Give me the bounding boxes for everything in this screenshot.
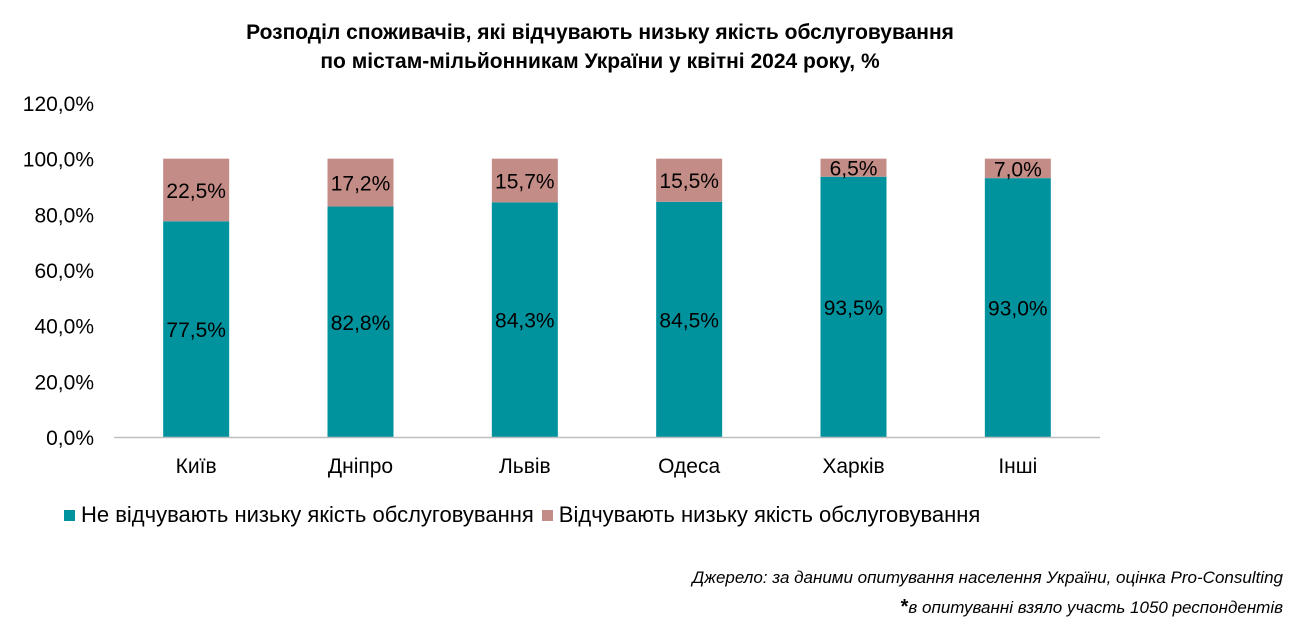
data-label-feel: 15,7% [495,171,555,194]
data-label-not-feel: 82,8% [331,312,391,335]
y-tick-label: 100,0% [23,149,94,172]
data-label-feel: 6,5% [830,158,878,181]
y-tick-label: 40,0% [34,316,94,339]
data-label-feel: 7,0% [994,158,1042,181]
source-note: Джерело: за даними опитування населення … [692,568,1283,587]
legend-label-not-feel: Не відчувають низьку якість обслуговуван… [81,502,534,527]
chart-title-line-1: Розподіл споживачів, які відчувають низь… [246,21,954,44]
y-tick-label: 0,0% [46,427,94,450]
chart-title-line-2: по містам-мільйонникам України у квітні … [320,50,880,73]
x-tick-label: Інші [998,455,1037,478]
y-tick-label: 80,0% [34,204,94,227]
respondents-note-text: в опитуванні взяло участь 1050 респонден… [908,598,1283,617]
y-tick-label: 120,0% [23,93,94,116]
legend-label-feel: Відчувають низьку якість обслуговування [558,502,981,527]
bar-feel [820,158,887,177]
legend: Не відчувають низьку якість обслуговуван… [64,500,988,530]
bar-feel [984,158,1051,179]
bar-not-feel [327,206,394,437]
data-label-feel: 15,5% [659,170,719,193]
bar-feel [656,158,723,202]
data-label-feel: 22,5% [166,180,226,203]
data-label-not-feel: 77,5% [166,319,226,342]
bar-feel [491,158,558,203]
data-label-not-feel: 93,5% [824,297,884,320]
x-tick-label: Київ [176,455,217,478]
bar-not-feel [984,178,1051,437]
bar-not-feel [820,176,887,437]
legend-item-not-feel: Не відчувають низьку якість обслуговуван… [64,502,534,528]
bar-feel [327,158,394,207]
data-label-not-feel: 93,0% [988,298,1048,321]
legend-item-feel: Відчувають низьку якість обслуговування [541,502,981,528]
x-tick-label: Харків [822,455,884,478]
respondents-note: *в опитуванні взяло участь 1050 респонде… [901,596,1283,619]
chart-title: Розподіл споживачів, які відчувають низь… [0,18,1200,76]
legend-swatch-feel [541,509,553,521]
bar-not-feel [656,201,723,437]
x-tick-label: Одеса [658,455,720,478]
x-tick-label: Дніпро [328,455,393,478]
legend-swatch-not-feel [64,509,75,521]
bar-feel [163,158,230,222]
data-label-not-feel: 84,5% [659,309,719,332]
bar-not-feel [163,221,230,437]
bar-not-feel [491,202,558,437]
data-label-not-feel: 84,3% [495,310,555,333]
footnote-star: * [900,596,909,618]
data-label-feel: 17,2% [331,173,391,196]
y-tick-label: 60,0% [34,260,94,283]
x-tick-label: Львів [499,455,551,478]
y-tick-label: 20,0% [34,371,94,394]
